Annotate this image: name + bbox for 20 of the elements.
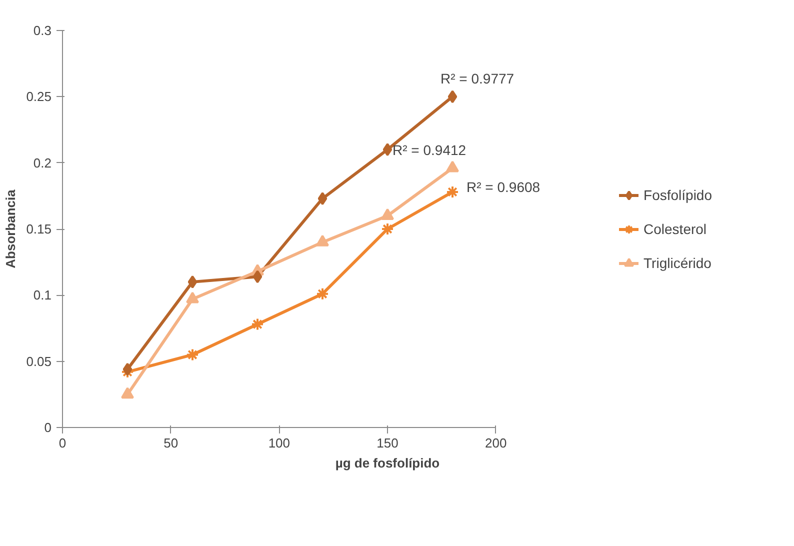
x-tick-label: 200 [484, 436, 507, 450]
y-tick-label: 0.3 [33, 23, 52, 38]
y-tick-label: 0.25 [26, 89, 52, 104]
legend-label: Colesterol [644, 220, 707, 236]
legend-label: Fosfolípido [644, 186, 712, 202]
y-tick-label: 0.1 [33, 288, 52, 303]
annotation: R² = 0.9412 [392, 142, 466, 158]
x-tick-label: 100 [268, 436, 290, 450]
annotation: R² = 0.9777 [440, 70, 514, 87]
x-tick-label: 150 [376, 436, 398, 450]
y-tick-label: 0.15 [26, 222, 52, 236]
y-axis-title: Absorbancia [3, 188, 18, 268]
y-tick-label: 0.05 [26, 354, 52, 369]
y-tick-label: 0 [44, 420, 52, 435]
annotation: R² = 0.9608 [466, 178, 540, 195]
x-tick-label: 50 [164, 436, 178, 450]
x-tick-label: 0 [58, 436, 66, 450]
y-tick-label: 0.2 [33, 155, 52, 170]
legend-label: Triglicérido [644, 254, 712, 270]
x-axis-title: µg de fosfolípido [335, 456, 440, 470]
